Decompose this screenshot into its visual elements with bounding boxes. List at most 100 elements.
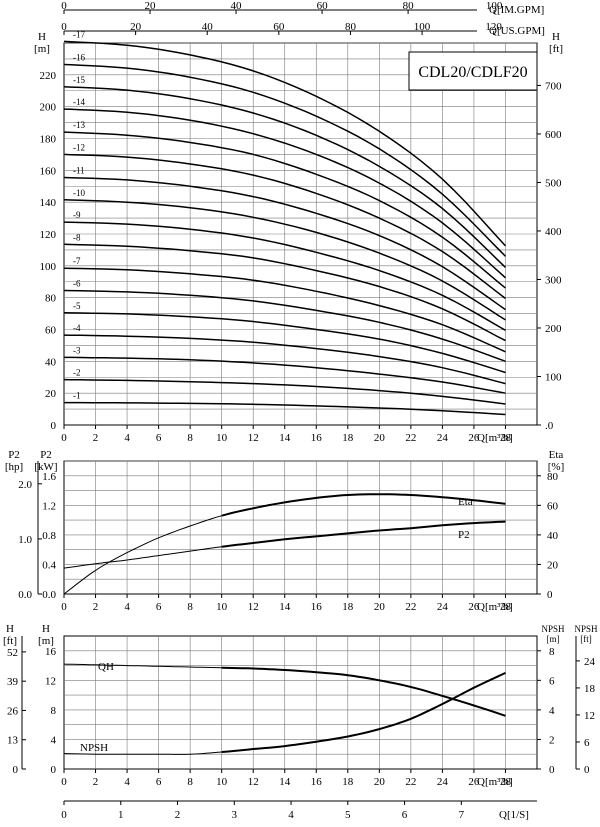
power-kw-tick-label: 1.6 [42,471,56,483]
power-x-tick-label: 22 [405,601,416,613]
npsh-hft-axis-label: H [6,623,14,635]
power-kw-tick-label: 0.8 [42,530,56,542]
qh-curve-label: -15 [73,75,85,85]
qh-curve-label: -8 [73,232,81,242]
top-axis-im-label: Q[IM.GPM] [489,4,544,16]
qh-y-right-tick-label: 100 [545,371,562,383]
qh-x-tick-label: 26 [468,432,480,444]
eta-curve [221,493,506,517]
top-axis-us-tick-label: 40 [202,21,214,33]
power-x-tick-label: 8 [187,601,193,613]
top-axis-im-tick-label: 100 [486,0,503,12]
qh-curve-label: -4 [73,323,81,333]
power-x-tick-label: 10 [216,601,228,613]
p2-series-label: P2 [458,529,470,541]
qh-curve-label: -3 [73,345,81,355]
qh-x-tick-label: 28 [500,432,512,444]
npsh-x-tick-label: 8 [187,776,193,788]
qh-y-right-tick-label: .0 [545,420,554,432]
power-x-tick-label: 4 [124,601,130,613]
npsh-hft-tick-label: 0 [13,764,19,776]
npsh-x-axis-label: Q[m³/h] [477,776,513,788]
npsh-x-tick-label: 14 [279,776,291,788]
qh-curve [63,312,506,374]
qh-curve-label: -2 [73,368,81,378]
npsh-x-tick-label: 6 [156,776,162,788]
qh-x-tick-label: 14 [279,432,291,444]
title-box [408,51,538,91]
qh-x-tick-label: 24 [437,432,449,444]
power-kw-axis-label: P2 [40,449,52,461]
npsh-x-tick-label: 2 [93,776,99,788]
qh-y-left-tick-label: 140 [40,197,57,209]
qh-y-left-tick-label: 160 [40,165,57,177]
qh-y-left-tick-label: 60 [45,325,57,337]
npsh-hm-tick-label: 4 [51,734,57,746]
qh-x-tick-label: 2 [93,432,99,444]
eta-series-label: Eta [458,496,473,508]
qh-y-left-tick-label: 100 [40,261,57,273]
qh-y-right-tick-label: 300 [545,274,562,286]
qh-x-tick-label: 6 [156,432,162,444]
power-x-tick-label: 26 [468,601,480,613]
qh-curve [63,289,506,363]
eta-curve-thin [63,515,222,595]
qh-curve [63,176,506,311]
npsh-x-tick-label: 20 [374,776,386,788]
top-axis-us-tick-label: 120 [485,21,502,33]
npsh-hft-tick-label: 52 [7,647,18,659]
grid-layer [21,9,580,805]
top-axis-im-tick-label: 80 [403,0,415,12]
qh-curve [63,40,507,247]
power-x-tick-label: 6 [156,601,162,613]
npsh-x-tick-label: 18 [342,776,354,788]
npsh-ft-tick-label: 24 [584,656,596,668]
top-axis-us-tick-label: 100 [414,21,431,33]
npsh-m-tick-label: 2 [549,734,555,746]
power-x-tick-label: 16 [311,601,323,613]
power-x-tick-label: 0 [61,601,67,613]
qh-curve [63,108,507,279]
power-hp-tick-label: 0.0 [18,589,32,601]
npsh-hm-tick-label: 8 [51,705,57,717]
top-axis-us-tick-label: 0 [61,21,67,33]
qh-y-right-tick-label: 500 [545,177,562,189]
qh-curve [63,221,506,331]
power-hp-tick-label: 2.0 [18,479,32,491]
qh-y-right-tick-label: 700 [545,80,562,92]
npsh-m-tick-label: 0 [549,764,555,776]
npsh-m-axis-label: NPSH [541,624,565,634]
qh-curve [63,63,507,257]
power-panel-frame [63,460,538,595]
npsh-panel-frame [63,635,538,770]
npsh-curve [221,671,506,753]
npsh-series-label: NPSH [80,742,108,754]
qh-small-curve [221,666,506,717]
power-eta-tick-label: 80 [547,471,559,483]
ls-axis-tick-label: 0 [61,809,67,821]
qh-y-left-unit: [m] [34,43,50,55]
top-axis-im-tick-label: 40 [231,0,243,12]
npsh-hm-unit: [m] [38,635,54,647]
npsh-curve-thin [63,751,222,755]
top-axis-us-tick-label: 60 [273,21,285,33]
npsh-x-tick-label: 22 [405,776,416,788]
npsh-ft-tick-label: 6 [584,737,590,749]
npsh-x-tick-label: 4 [124,776,130,788]
npsh-m-unit: [m] [547,634,560,644]
qh-curve-label: -7 [73,256,81,266]
qh-curve-label: -1 [73,391,81,401]
qh-x-tick-label: 10 [216,432,228,444]
ls-axis-tick-label: 3 [232,809,238,821]
power-eta-axis-label: Eta [549,449,564,461]
curves-layer [63,40,507,755]
power-x-tick-label: 28 [500,601,512,613]
top-axis-us-tick-label: 80 [345,21,357,33]
qh-small-curve-thin [63,663,222,669]
npsh-x-tick-label: 0 [61,776,67,788]
qh-curve-label: -6 [73,279,81,289]
npsh-x-tick-label: 28 [500,776,512,788]
npsh-x-tick-label: 26 [468,776,480,788]
qh-curve [63,199,506,321]
